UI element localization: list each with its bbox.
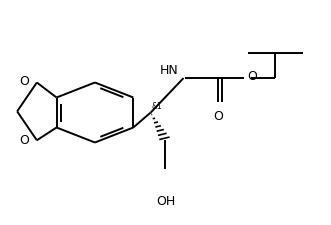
Text: HN: HN	[160, 63, 179, 76]
Text: O: O	[19, 135, 28, 147]
Text: &1: &1	[152, 102, 163, 111]
Text: OH: OH	[156, 195, 175, 208]
Text: O: O	[19, 75, 28, 88]
Text: O: O	[247, 70, 257, 83]
Text: O: O	[213, 110, 223, 123]
